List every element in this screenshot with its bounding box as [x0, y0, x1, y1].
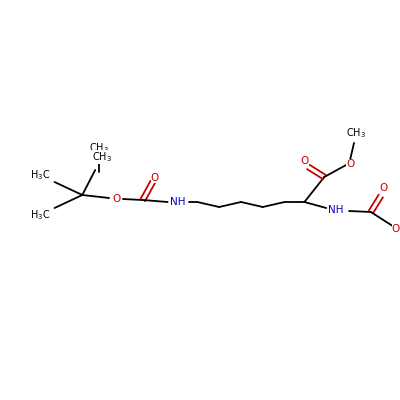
Text: CH$_3$: CH$_3$ — [346, 126, 366, 140]
Text: O: O — [300, 156, 308, 166]
Text: O: O — [346, 159, 354, 169]
Text: O: O — [392, 224, 400, 234]
Text: H$_3$C: H$_3$C — [30, 208, 51, 222]
Text: H$_3$C: H$_3$C — [30, 168, 51, 182]
Text: O: O — [380, 183, 388, 193]
Text: O: O — [150, 173, 159, 183]
Text: O: O — [112, 194, 120, 204]
Text: NH: NH — [328, 205, 344, 215]
Text: CH$_3$: CH$_3$ — [92, 150, 112, 164]
Text: CH$_3$: CH$_3$ — [89, 141, 109, 155]
Text: NH: NH — [170, 197, 185, 207]
